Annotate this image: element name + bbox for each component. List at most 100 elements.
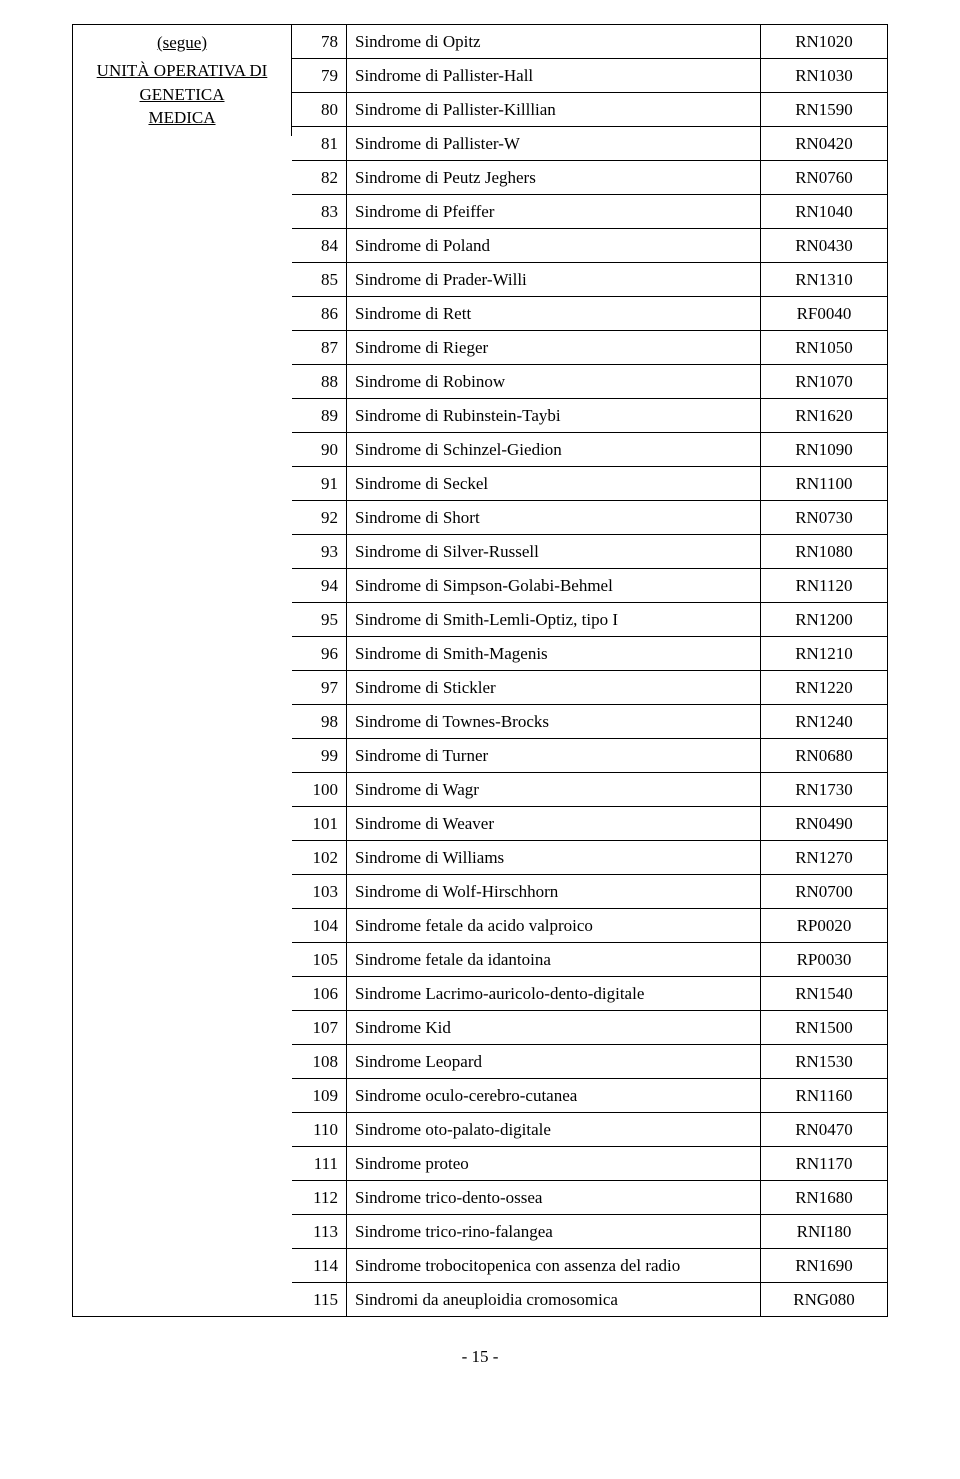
table-row: 95Sindrome di Smith-Lemli-Optiz, tipo IR… [292, 603, 887, 637]
syndrome-name: Sindrome di Pallister-Killlian [347, 93, 761, 127]
row-number: 105 [292, 943, 347, 977]
syndrome-name: Sindromi da aneuploidia cromosomica [347, 1283, 761, 1317]
syndrome-code: RN1680 [761, 1181, 888, 1215]
table-row: 90Sindrome di Schinzel-GiedionRN1090 [292, 433, 887, 467]
unit-line2: GENETICA [83, 83, 281, 107]
syndrome-code: RN1530 [761, 1045, 888, 1079]
table-row: 111Sindrome proteoRN1170 [292, 1147, 887, 1181]
row-number: 85 [292, 263, 347, 297]
row-number: 84 [292, 229, 347, 263]
syndrome-code: RN1730 [761, 773, 888, 807]
table-row: 82Sindrome di Peutz JeghersRN0760 [292, 161, 887, 195]
table-row: 88Sindrome di RobinowRN1070 [292, 365, 887, 399]
row-number: 113 [292, 1215, 347, 1249]
row-number: 103 [292, 875, 347, 909]
table-row: 106Sindrome Lacrimo-auricolo-dento-digit… [292, 977, 887, 1011]
syndrome-name: Sindrome di Wolf-Hirschhorn [347, 875, 761, 909]
syndrome-name: Sindrome di Smith-Magenis [347, 637, 761, 671]
table-row: 92Sindrome di ShortRN0730 [292, 501, 887, 535]
table-row: 100Sindrome di WagrRN1730 [292, 773, 887, 807]
syndrome-name: Sindrome oculo-cerebro-cutanea [347, 1079, 761, 1113]
syndrome-name: Sindrome di Williams [347, 841, 761, 875]
row-number: 108 [292, 1045, 347, 1079]
syndrome-name: Sindrome Lacrimo-auricolo-dento-digitale [347, 977, 761, 1011]
row-number: 100 [292, 773, 347, 807]
row-number: 83 [292, 195, 347, 229]
syndrome-code: RN1310 [761, 263, 888, 297]
syndrome-code: RN1100 [761, 467, 888, 501]
table-row: 102Sindrome di WilliamsRN1270 [292, 841, 887, 875]
table-row: 79Sindrome di Pallister-HallRN1030 [292, 59, 887, 93]
syndrome-name: Sindrome trico-dento-ossea [347, 1181, 761, 1215]
row-number: 93 [292, 535, 347, 569]
syndrome-code: RP0030 [761, 943, 888, 977]
table-row: 98Sindrome di Townes-BrocksRN1240 [292, 705, 887, 739]
unit-line1: UNITÀ OPERATIVA DI [83, 59, 281, 83]
syndrome-name: Sindrome di Townes-Brocks [347, 705, 761, 739]
row-number: 99 [292, 739, 347, 773]
syndrome-code: RN1090 [761, 433, 888, 467]
syndrome-code: RN1240 [761, 705, 888, 739]
table-row: 96Sindrome di Smith-MagenisRN1210 [292, 637, 887, 671]
syndrome-name: Sindrome di Silver-Russell [347, 535, 761, 569]
syndrome-name: Sindrome di Smith-Lemli-Optiz, tipo I [347, 603, 761, 637]
table-row: 114Sindrome trobocitopenica con assenza … [292, 1249, 887, 1283]
syndrome-name: Sindrome di Wagr [347, 773, 761, 807]
syndrome-name: Sindrome di Rieger [347, 331, 761, 365]
table-row: 80Sindrome di Pallister-KilllianRN1590 [292, 93, 887, 127]
syndrome-code: RN1080 [761, 535, 888, 569]
table-row: 91Sindrome di SeckelRN1100 [292, 467, 887, 501]
syndrome-code: RN0760 [761, 161, 888, 195]
syndrome-code: RN0420 [761, 127, 888, 161]
row-number: 80 [292, 93, 347, 127]
row-number: 90 [292, 433, 347, 467]
table-row: 84Sindrome di PolandRN0430 [292, 229, 887, 263]
syndrome-code: RN1590 [761, 93, 888, 127]
syndrome-name: Sindrome di Weaver [347, 807, 761, 841]
row-number: 109 [292, 1079, 347, 1113]
syndrome-name: Sindrome Kid [347, 1011, 761, 1045]
row-number: 112 [292, 1181, 347, 1215]
table-row: 81Sindrome di Pallister-WRN0420 [292, 127, 887, 161]
syndrome-name: Sindrome di Seckel [347, 467, 761, 501]
row-number: 97 [292, 671, 347, 705]
row-number: 102 [292, 841, 347, 875]
row-number: 94 [292, 569, 347, 603]
row-number: 101 [292, 807, 347, 841]
syndrome-code: RN1690 [761, 1249, 888, 1283]
syndrome-name: Sindrome di Pallister-Hall [347, 59, 761, 93]
table-row: 104Sindrome fetale da acido valproicoRP0… [292, 909, 887, 943]
row-number: 115 [292, 1283, 347, 1317]
row-number: 87 [292, 331, 347, 365]
syndrome-name: Sindrome trico-rino-falangea [347, 1215, 761, 1249]
syndrome-name: Sindrome trobocitopenica con assenza del… [347, 1249, 761, 1283]
table-row: 94Sindrome di Simpson-Golabi-BehmelRN112… [292, 569, 887, 603]
table-row: 107Sindrome KidRN1500 [292, 1011, 887, 1045]
syndrome-name: Sindrome di Rett [347, 297, 761, 331]
row-number: 106 [292, 977, 347, 1011]
row-number: 95 [292, 603, 347, 637]
segue-label: (segue) [83, 31, 281, 55]
table-row: 112Sindrome trico-dento-osseaRN1680 [292, 1181, 887, 1215]
syndrome-code: RN0700 [761, 875, 888, 909]
row-number: 86 [292, 297, 347, 331]
syndrome-name: Sindrome di Rubinstein-Taybi [347, 399, 761, 433]
syndrome-name: Sindrome di Pfeiffer [347, 195, 761, 229]
row-number: 110 [292, 1113, 347, 1147]
syndrome-name: Sindrome proteo [347, 1147, 761, 1181]
syndrome-code: RN0490 [761, 807, 888, 841]
row-number: 91 [292, 467, 347, 501]
row-number: 92 [292, 501, 347, 535]
syndrome-code: RP0020 [761, 909, 888, 943]
syndrome-name: Sindrome di Stickler [347, 671, 761, 705]
syndrome-code: RN1120 [761, 569, 888, 603]
table-row: 83Sindrome di PfeifferRN1040 [292, 195, 887, 229]
unit-header-cell: (segue) UNITÀ OPERATIVA DI GENETICA MEDI… [73, 25, 292, 136]
table-row: 97Sindrome di SticklerRN1220 [292, 671, 887, 705]
syndrome-code: RNG080 [761, 1283, 888, 1317]
table-row: 89Sindrome di Rubinstein-TaybiRN1620 [292, 399, 887, 433]
table-row: 105Sindrome fetale da idantoinaRP0030 [292, 943, 887, 977]
row-number: 111 [292, 1147, 347, 1181]
table-row: 115Sindromi da aneuploidia cromosomicaRN… [292, 1283, 887, 1317]
table-row: 86Sindrome di RettRF0040 [292, 297, 887, 331]
